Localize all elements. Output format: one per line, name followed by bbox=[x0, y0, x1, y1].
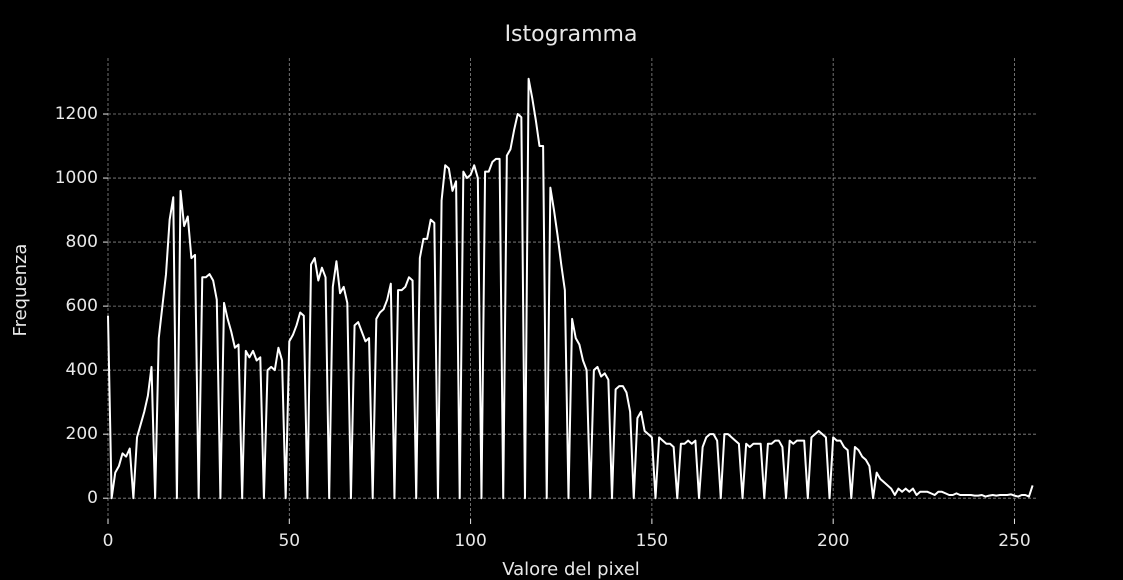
y-tick-label: 1200 bbox=[55, 104, 98, 124]
x-tick-label: 150 bbox=[636, 531, 668, 551]
x-tick-label: 200 bbox=[817, 531, 849, 551]
y-tick-label: 1000 bbox=[55, 168, 98, 188]
x-tick-label: 100 bbox=[454, 531, 486, 551]
y-tick-label: 0 bbox=[87, 488, 98, 508]
y-axis-label: Frequenza bbox=[10, 244, 31, 337]
y-tick-label: 200 bbox=[66, 424, 98, 444]
x-tick-label: 0 bbox=[103, 531, 114, 551]
x-tick-label: 50 bbox=[278, 531, 300, 551]
chart-title: Istogramma bbox=[505, 22, 638, 47]
y-tick-label: 400 bbox=[66, 360, 98, 380]
y-tick-label: 600 bbox=[66, 296, 98, 316]
x-tick-label: 250 bbox=[998, 531, 1030, 551]
data-line bbox=[107, 77, 1034, 500]
x-axis-label: Valore del pixel bbox=[502, 559, 640, 580]
y-tick-label: 800 bbox=[66, 232, 98, 252]
